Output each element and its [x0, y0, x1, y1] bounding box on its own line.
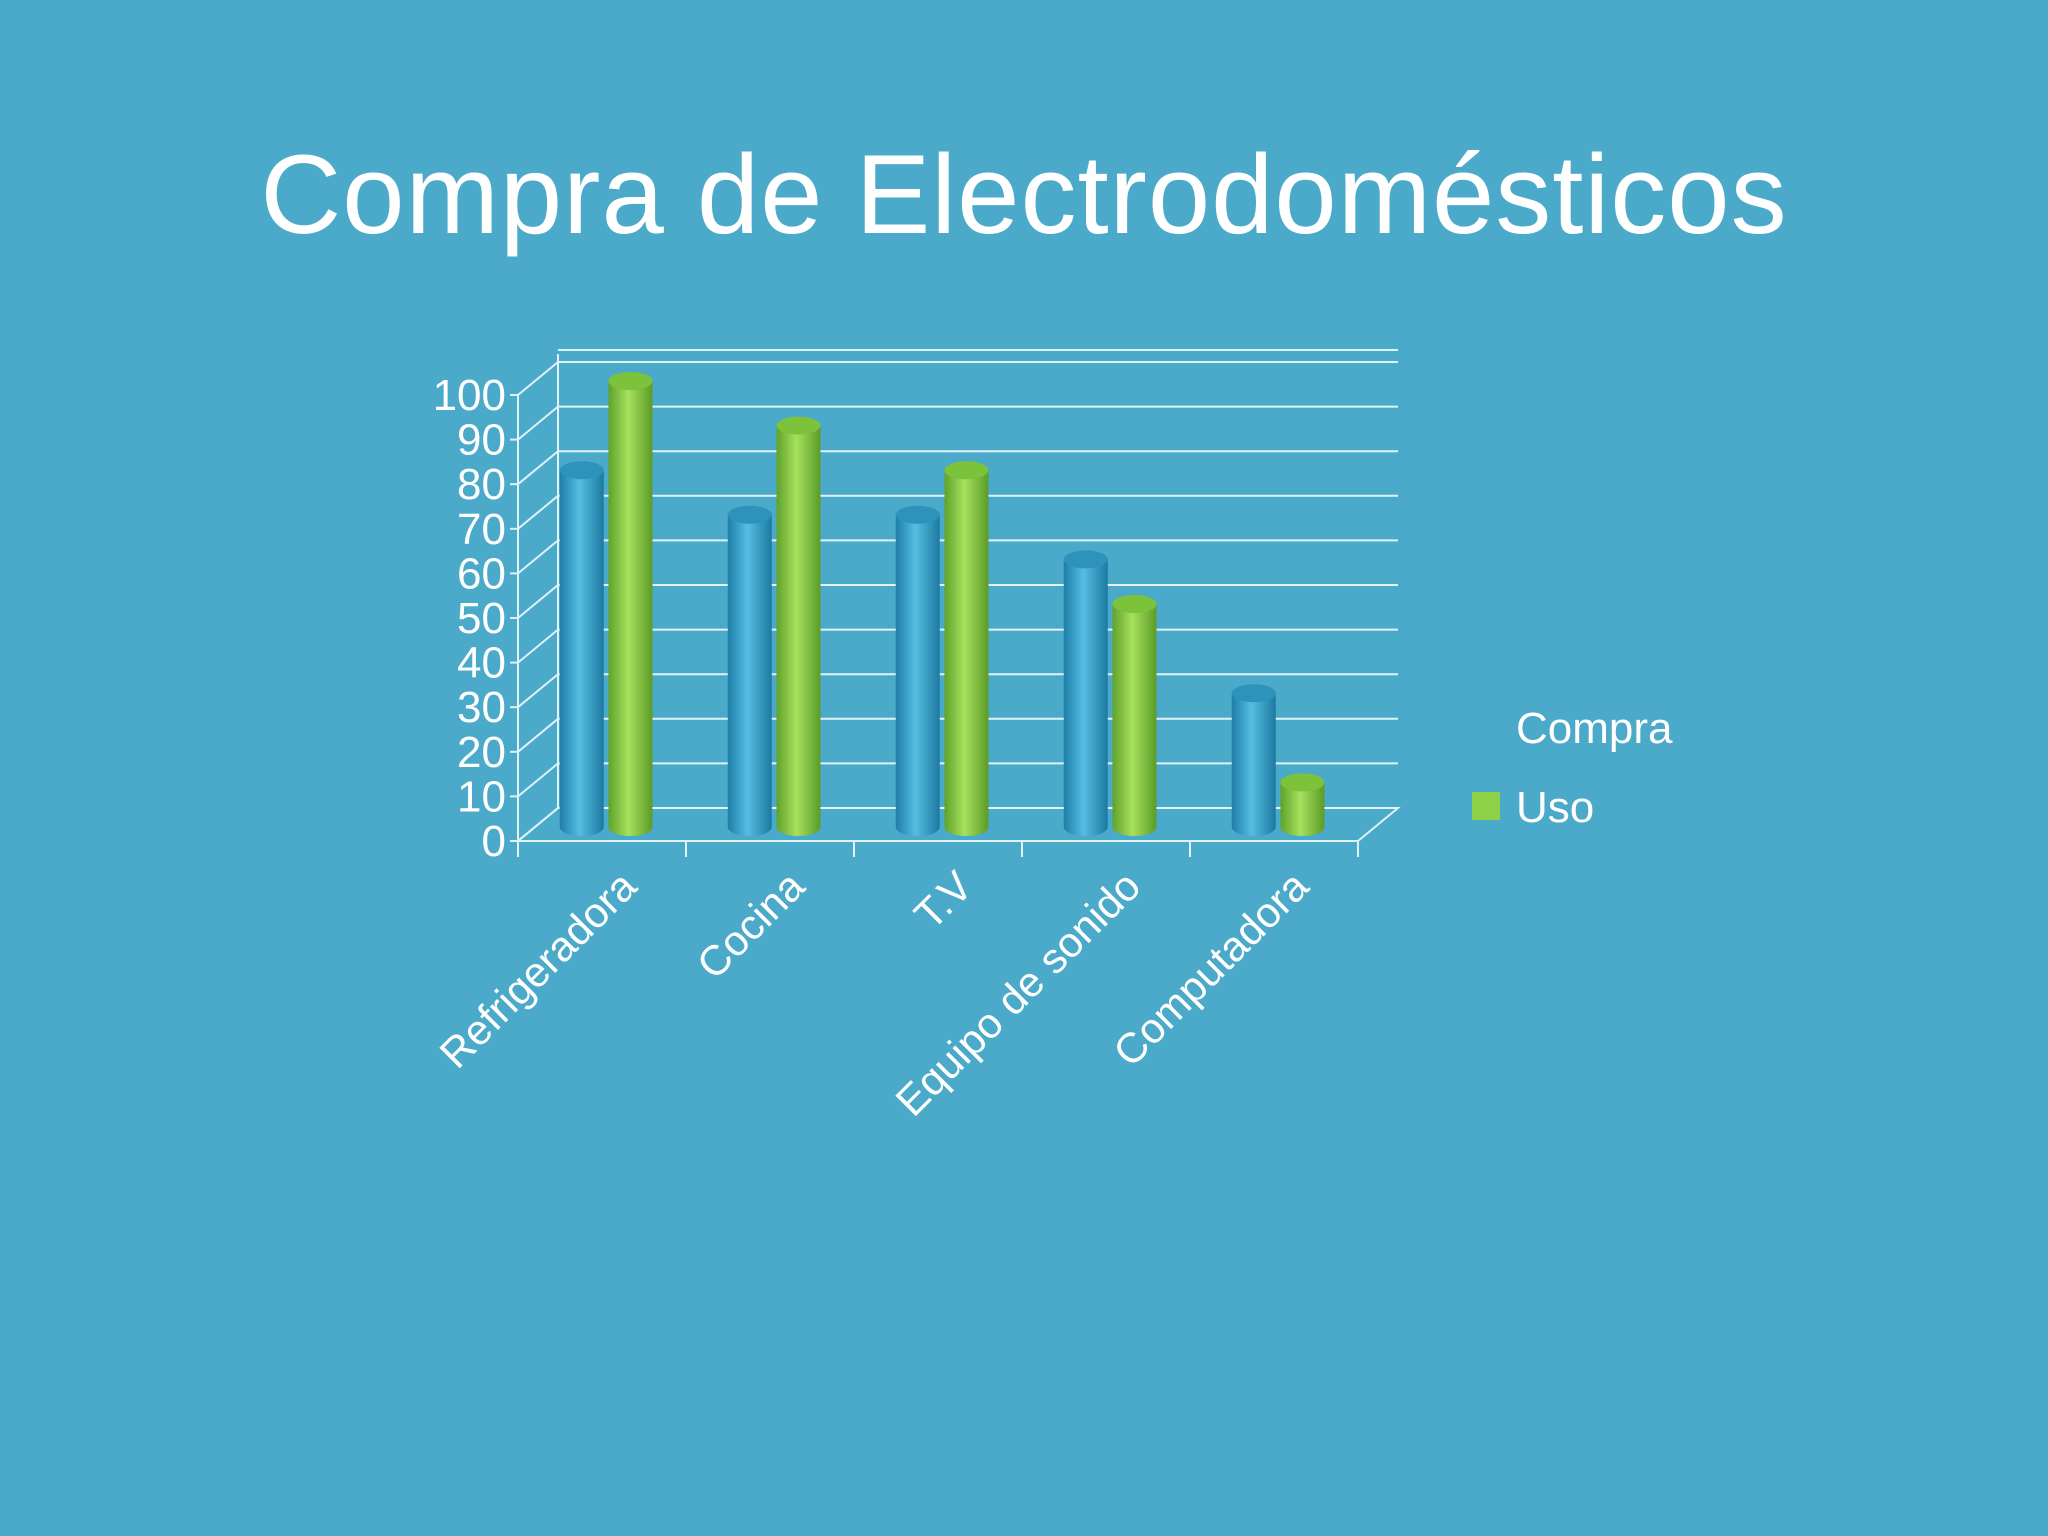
- bar-body: [727, 514, 772, 837]
- bar-body: [1231, 693, 1276, 837]
- bar-uso-3: [1112, 595, 1157, 837]
- bar-body: [944, 470, 989, 837]
- bar-body: [895, 514, 940, 837]
- bar-body: [608, 381, 653, 837]
- y-tick-label: 60: [457, 549, 506, 598]
- gridline: [517, 539, 1398, 575]
- legend-swatch: [1472, 792, 1500, 820]
- bar-cap: [559, 461, 604, 480]
- slide-title: Compra de Electrodomésticos: [260, 132, 1788, 257]
- bar-body: [1112, 604, 1157, 837]
- bar-compra-0: [559, 461, 604, 837]
- y-tick-label: 20: [457, 728, 506, 777]
- y-tick-label: 100: [433, 371, 506, 420]
- bar-body: [559, 470, 604, 837]
- y-tick-label: 10: [457, 772, 506, 821]
- y-tick-label: 90: [457, 416, 506, 465]
- gridline: [517, 405, 1398, 441]
- bar-cap: [1063, 550, 1108, 569]
- bar-body: [1280, 782, 1325, 837]
- chart-bars: [559, 372, 1325, 837]
- x-category-label: Refrigeradora: [430, 862, 645, 1077]
- x-category-label: T.V: [905, 862, 981, 938]
- bar-cap: [608, 372, 653, 390]
- bar-uso-4: [1280, 773, 1325, 837]
- bar-cap: [1280, 773, 1325, 792]
- bar-uso-2: [944, 461, 989, 837]
- bar-body: [776, 425, 821, 837]
- y-tick-label: 70: [457, 505, 506, 554]
- bar-cap: [727, 505, 772, 524]
- bar-uso-1: [776, 416, 821, 837]
- gridline: [517, 584, 1398, 619]
- gridline: [517, 494, 1398, 530]
- gridline: [517, 361, 1398, 396]
- y-tick-label: 30: [457, 683, 506, 732]
- bar-cap: [776, 416, 821, 435]
- x-category-label: Cocina: [688, 862, 814, 988]
- legend-item-uso: Uso: [1472, 783, 1594, 832]
- bar-uso-0: [608, 372, 653, 837]
- y-tick-label: 0: [482, 817, 506, 866]
- bar-cap: [1112, 595, 1157, 613]
- y-tick-label: 50: [457, 594, 506, 643]
- bar-compra-3: [1063, 550, 1108, 837]
- bar-cap: [1231, 684, 1276, 703]
- legend: Compra Uso: [1472, 704, 1673, 832]
- bar-cap: [944, 461, 989, 480]
- bar-compra-2: [895, 505, 940, 837]
- legend-label: Compra: [1516, 704, 1673, 753]
- bar-body: [1063, 559, 1108, 837]
- legend-label: Uso: [1516, 783, 1594, 832]
- gridline: [517, 450, 1398, 485]
- bar-compra-4: [1231, 684, 1276, 837]
- y-tick-label: 40: [457, 639, 506, 688]
- y-tick-label: 80: [457, 460, 506, 509]
- bar-compra-1: [727, 505, 772, 837]
- legend-item-compra: Compra: [1516, 704, 1673, 753]
- bar-cap: [895, 505, 940, 524]
